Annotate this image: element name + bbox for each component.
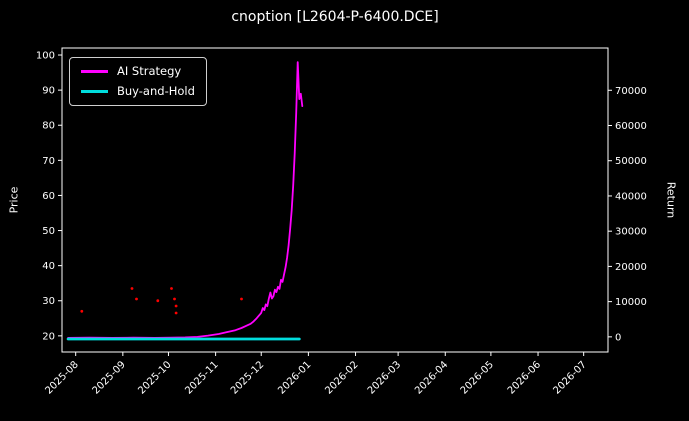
trade-signal-dot xyxy=(174,304,178,308)
x-tick-label: 2026-02 xyxy=(323,359,360,396)
legend: AI Strategy Buy-and-Hold xyxy=(69,57,207,106)
y-right-tick-label: 70000 xyxy=(615,86,647,97)
y-right-tick-label: 0 xyxy=(615,332,621,343)
legend-label-buy-and-hold: Buy-and-Hold xyxy=(117,83,195,98)
trade-signal-dot xyxy=(174,311,178,315)
legend-label-ai-strategy: AI Strategy xyxy=(117,64,182,78)
ai-strategy-line-swatch xyxy=(81,70,108,74)
y-right-tick-label: 60000 xyxy=(615,121,647,132)
trade-signal-dot xyxy=(240,297,243,301)
y-left-tick-label: 50 xyxy=(42,226,55,237)
ai-strategy-line xyxy=(67,61,304,339)
y-right-tick-label: 20000 xyxy=(615,262,647,273)
x-tick-label: 2025-11 xyxy=(183,359,220,396)
trade-signal-dot xyxy=(170,287,173,290)
y-left-tick-label: 30 xyxy=(42,296,55,307)
x-tick-label: 2026-03 xyxy=(366,359,403,396)
x-tick-label: 2025-10 xyxy=(136,359,173,396)
x-tick-label: 2025-12 xyxy=(229,359,266,396)
legend-item-ai-strategy: AI Strategy xyxy=(81,64,195,78)
y-left-tick-label: 60 xyxy=(42,191,55,202)
y-left-tick-label: 40 xyxy=(42,261,55,272)
trade-signal-dot xyxy=(173,297,176,301)
chart-title: cnoption [L2604-P-6400.DCE] xyxy=(231,9,439,25)
x-tick-label: 2025-09 xyxy=(91,359,128,396)
legend-item-buy-and-hold: Buy-and-Hold xyxy=(81,83,195,98)
y-right-tick-label: 40000 xyxy=(615,191,647,202)
y-left-tick-label: 20 xyxy=(42,331,55,342)
x-tick-label: 2026-06 xyxy=(506,359,543,396)
plot-border xyxy=(61,47,609,353)
y-left-tick-label: 90 xyxy=(42,86,55,97)
x-tick-label: 2025-08 xyxy=(43,359,80,396)
y-left-tick-label: 80 xyxy=(42,121,55,132)
x-tick-label: 2026-05 xyxy=(459,359,496,396)
buy-and-hold-line-swatch xyxy=(81,89,108,93)
x-tick-label: 2026-01 xyxy=(276,359,313,396)
trade-signal-dot xyxy=(135,297,138,301)
y-right-tick-label: 10000 xyxy=(615,297,647,308)
y-right-tick-label: 50000 xyxy=(615,156,647,167)
y-right-tick-label: 30000 xyxy=(615,227,647,238)
trade-signal-dot xyxy=(80,309,84,313)
y-left-tick-label: 100 xyxy=(36,51,55,62)
trade-signal-dot xyxy=(130,287,134,290)
x-tick-label: 2026-07 xyxy=(551,359,588,396)
x-tick-label: 2026-04 xyxy=(413,359,450,396)
y-left-tick-label: 70 xyxy=(42,156,55,167)
trade-signal-dot xyxy=(156,299,160,303)
